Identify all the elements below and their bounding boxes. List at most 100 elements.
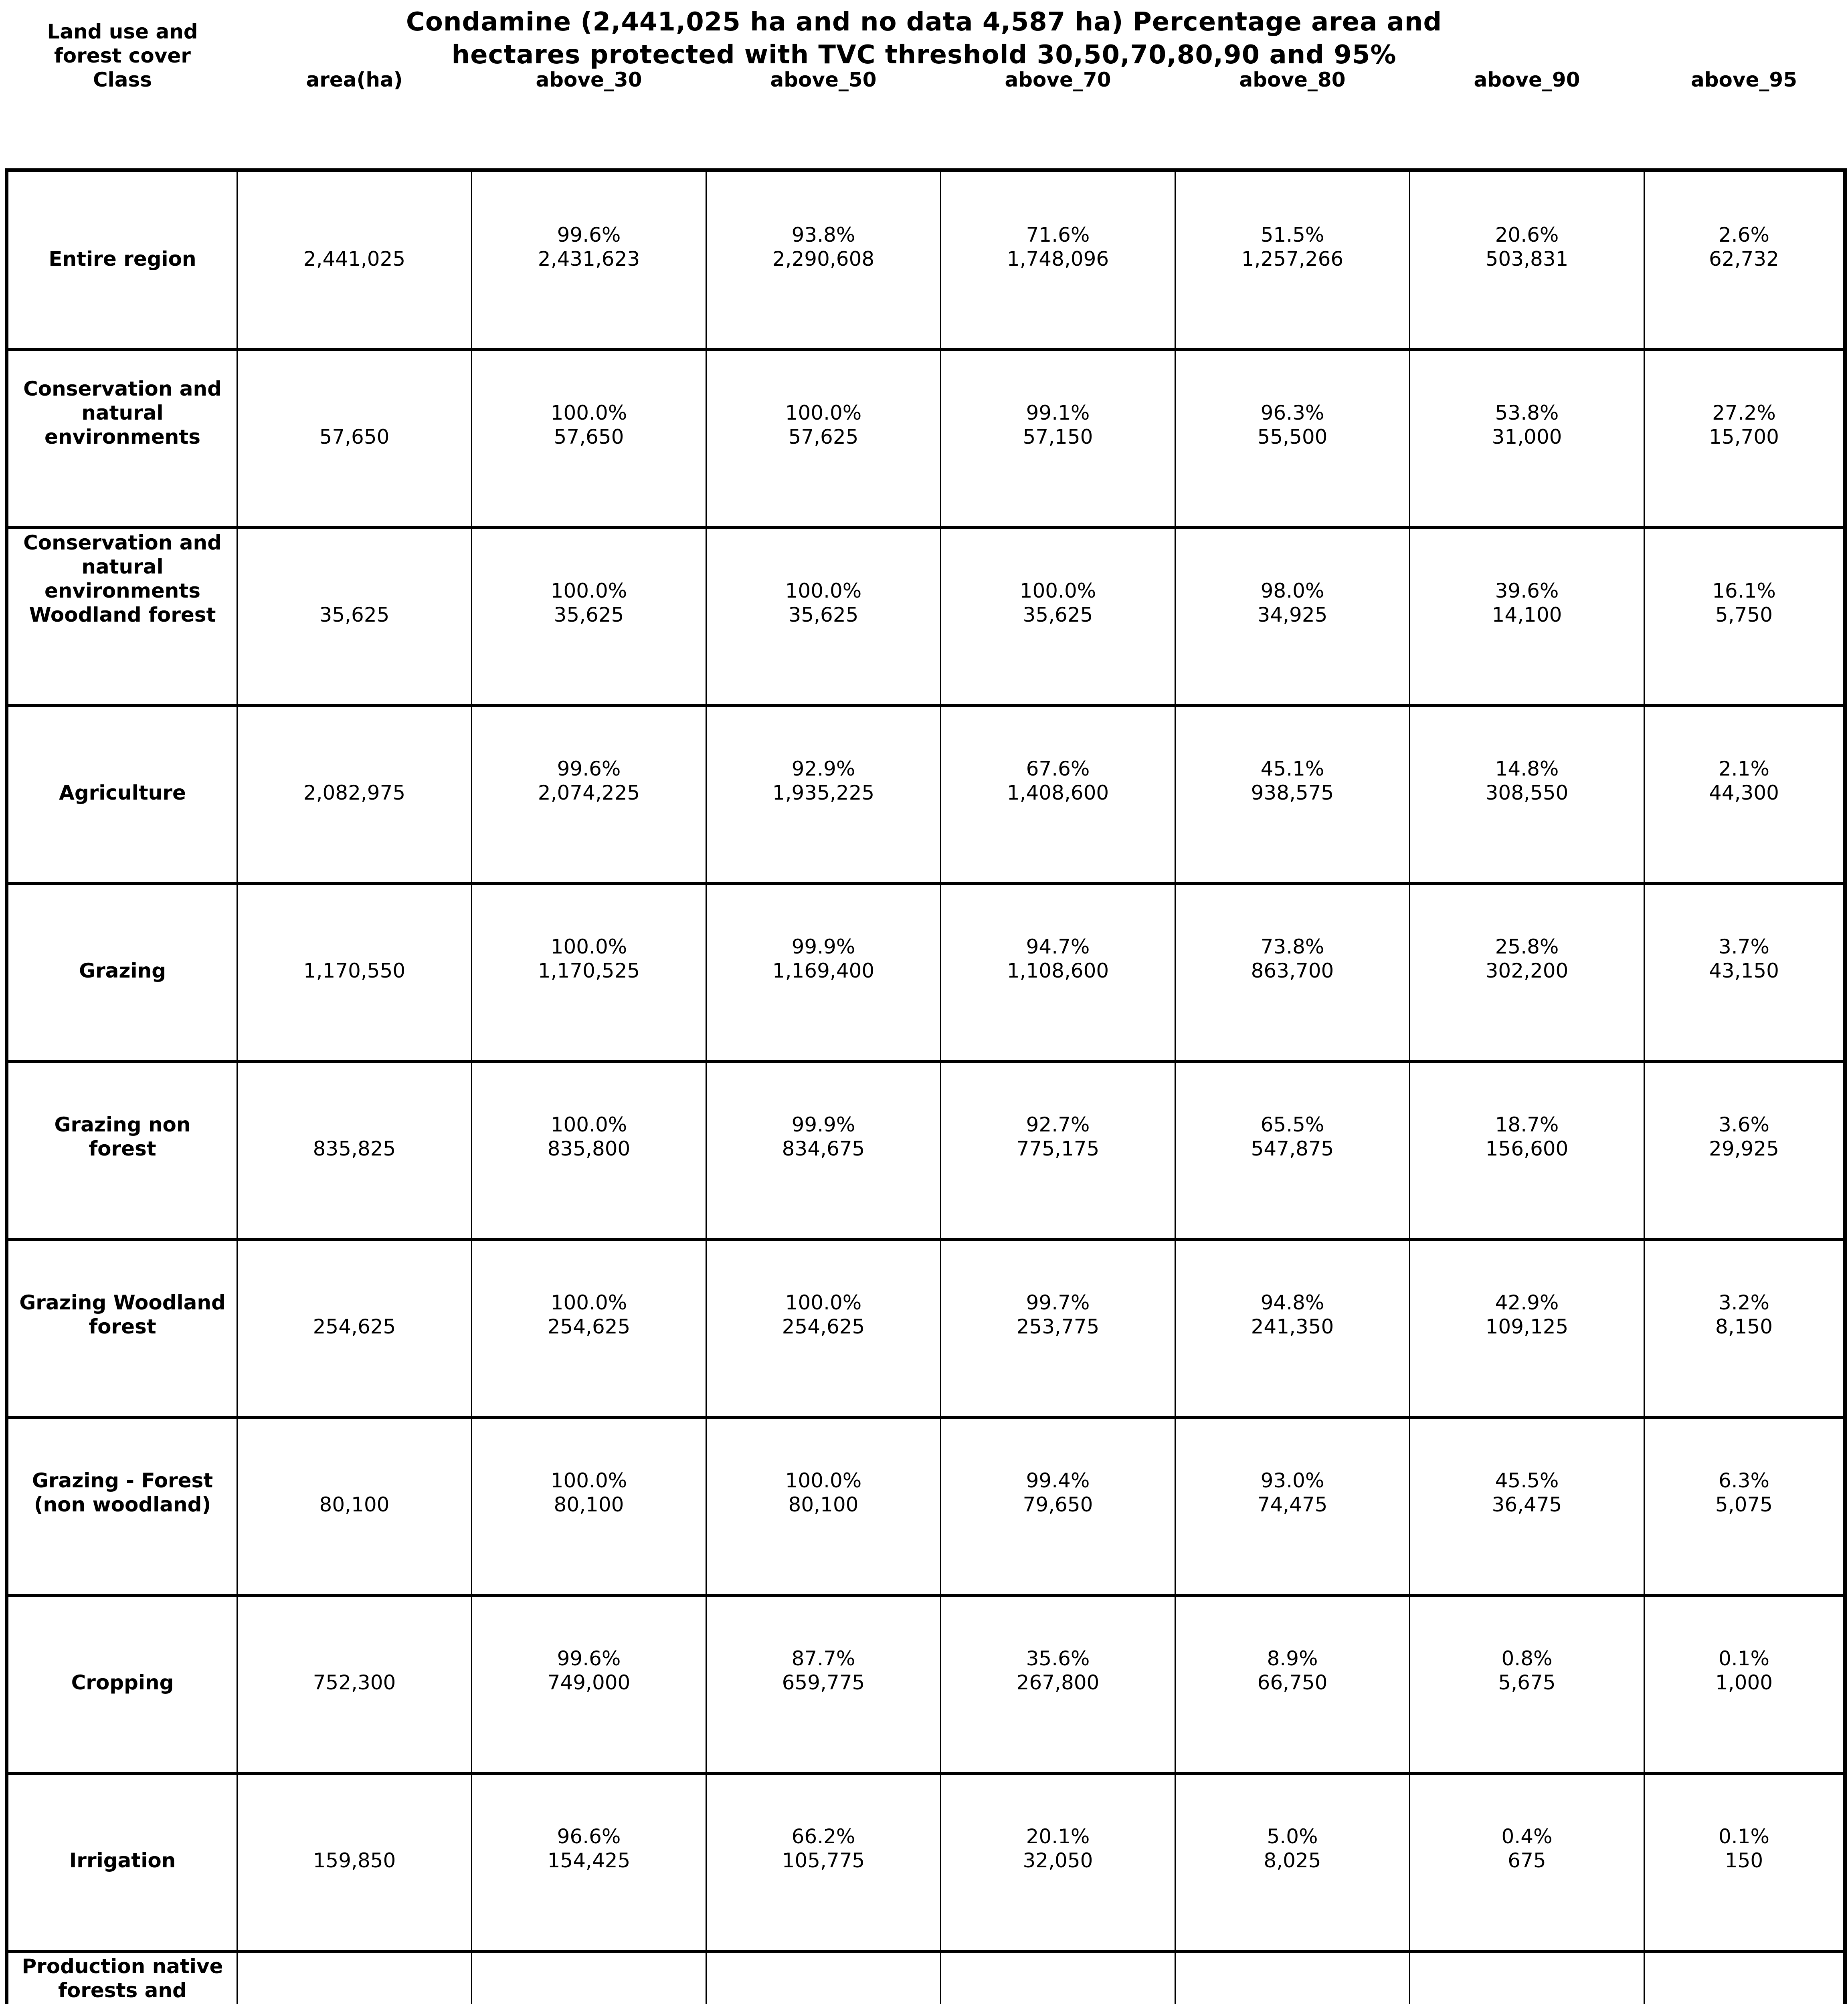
row-5-cell-1: 99.9% 834,675 — [706, 1113, 941, 1418]
row-9-cell-5-text: 0.1% 150 — [1718, 1825, 1770, 1872]
row-3-cell-5: 2.1% 44,300 — [1644, 757, 1845, 1062]
row-8-cell-4: 0.8% 5,675 — [1409, 1647, 1644, 1951]
row-7-cell-3-text: 93.0% 74,475 — [1257, 1469, 1328, 1516]
row-3-area: 2,082,975 — [237, 781, 472, 1062]
row-4-cell-1-text: 99.9% 1,169,400 — [772, 935, 875, 982]
row-5-cell-2: 92.7% 775,175 — [940, 1113, 1175, 1418]
row-5-cell-3: 65.5% 547,875 — [1175, 1113, 1410, 1418]
header-area: area(ha) — [237, 68, 472, 350]
row-7-label-text: Grazing - Forest (non woodland) — [32, 1469, 213, 1516]
row-9-cell-1: 66.2% 105,775 — [706, 1825, 941, 2004]
table-row-2: Conservation and natural environments Wo… — [6, 531, 1845, 884]
header-area-text: area(ha) — [306, 68, 403, 91]
row-9-cell-2-text: 20.1% 32,050 — [1023, 1825, 1093, 1872]
row-10-label-text: Production native forests and plantation… — [22, 1955, 223, 2004]
row-3-cell-0-text: 99.6% 2,074,225 — [538, 757, 640, 804]
table-row-7: Grazing - Forest (non woodland) 80,100 100… — [6, 1469, 1845, 1774]
table-header-row: Land use and forest cover Class area(ha) a… — [6, 20, 1845, 350]
header-above_30-text: above_30 — [536, 68, 642, 91]
row-0-cell-4: 20.6% 503,831 — [1409, 223, 1644, 528]
header-above_80-text: above_80 — [1239, 68, 1346, 91]
row-4-cell-5: 3.7% 43,150 — [1644, 935, 1845, 1240]
row-6-cell-4-text: 42.9% 109,125 — [1485, 1291, 1569, 1338]
row-5-label: Grazing non forest — [6, 1113, 237, 1418]
row-5-cell-4: 18.7% 156,600 — [1409, 1113, 1644, 1418]
row-7-cell-4: 45.5% 36,475 — [1409, 1469, 1644, 1774]
row-3-cell-3-text: 45.1% 938,575 — [1251, 757, 1334, 804]
row-8-cell-1-text: 87.7% 659,775 — [782, 1647, 865, 1694]
row-4-cell-5-text: 3.7% 43,150 — [1709, 935, 1779, 982]
row-1-cell-1-text: 100.0% 57,625 — [785, 401, 862, 448]
table-row-9: Irrigation 159,850 96.6% 154,425 66.2% 105,… — [6, 1825, 1845, 2004]
header-above_50-text: above_50 — [770, 68, 877, 91]
row-2-cell-5: 16.1% 5,750 — [1644, 579, 1845, 884]
row-0-cell-0: 99.6% 2,431,623 — [471, 223, 706, 528]
row-10-cell-1-text: 100.0% 232,050 — [707, 2002, 940, 2004]
row-0-cell-5-text: 2.6% 62,732 — [1709, 223, 1779, 271]
row-1-cell-3-text: 96.3% 55,500 — [1257, 401, 1328, 448]
row-7-cell-5-text: 6.3% 5,075 — [1715, 1469, 1773, 1516]
row-9-cell-3: 5.0% 8,025 — [1175, 1825, 1410, 2004]
row-6-label: Grazing Woodland forest — [6, 1291, 237, 1596]
row-8-cell-5-text: 0.1% 1,000 — [1715, 1647, 1773, 1694]
table-row-6: Grazing Woodland forest 254,625 100.0% 254… — [6, 1291, 1845, 1596]
row-5-cell-2-text: 92.7% 775,175 — [1016, 1113, 1100, 1160]
header-above_30: above_30 — [471, 68, 706, 350]
row-1-cell-2-text: 99.1% 57,150 — [1023, 401, 1093, 448]
row-8-cell-2: 35.6% 267,800 — [940, 1647, 1175, 1951]
row-7-cell-4-text: 45.5% 36,475 — [1492, 1469, 1562, 1516]
row-2-cell-0-text: 100.0% 35,625 — [550, 579, 627, 626]
row-6-cell-4: 42.9% 109,125 — [1409, 1291, 1644, 1596]
row-2-cell-4: 39.6% 14,100 — [1409, 579, 1644, 884]
row-1-cell-5: 27.2% 15,700 — [1644, 401, 1845, 706]
row-0-label: Entire region — [6, 247, 237, 528]
table-row-5: Grazing non forest 835,825 100.0% 835,800 9… — [6, 1113, 1845, 1418]
row-0-cell-3-text: 51.5% 1,257,266 — [1241, 223, 1344, 271]
row-0-area: 2,441,025 — [237, 247, 472, 528]
row-2-cell-3-text: 98.0% 34,925 — [1257, 579, 1328, 626]
row-9-cell-0: 96.6% 154,425 — [471, 1825, 706, 2004]
row-9-label-text: Irrigation — [69, 1849, 176, 1872]
row-3-label: Agriculture — [6, 781, 237, 1062]
row-2-cell-1: 100.0% 35,625 — [706, 579, 941, 884]
row-7-cell-0-text: 100.0% 80,100 — [550, 1469, 627, 1516]
row-9-cell-4-text: 0.4% 675 — [1501, 1825, 1553, 1872]
table-row-3: Agriculture 2,082,975 99.6% 2,074,225 92.9%… — [6, 757, 1845, 1062]
row-0-cell-0-text: 99.6% 2,431,623 — [538, 223, 640, 271]
header-above_70-text: above_70 — [1005, 68, 1111, 91]
row-2-cell-1-text: 100.0% 35,625 — [785, 579, 862, 626]
row-5-cell-5-text: 3.6% 29,925 — [1709, 1113, 1779, 1160]
row-8-cell-3: 8.9% 66,750 — [1175, 1647, 1410, 1951]
row-5-cell-4-text: 18.7% 156,600 — [1485, 1113, 1569, 1160]
page-title-line1: Condamine (2,441,025 ha and no data 4,58… — [406, 7, 1442, 37]
row-6-cell-5-text: 3.2% 8,150 — [1715, 1291, 1773, 1338]
row-7-cell-2: 99.4% 79,650 — [940, 1469, 1175, 1774]
row-7-cell-5: 6.3% 5,075 — [1644, 1469, 1845, 1774]
row-1-cell-2: 99.1% 57,150 — [940, 401, 1175, 706]
row-2-label-text: Conservation and natural environments Wo… — [23, 531, 222, 626]
row-7-area-text: 80,100 — [319, 1493, 390, 1516]
row-4-cell-0: 100.0% 1,170,525 — [471, 935, 706, 1240]
row-4-cell-3-text: 73.8% 863,700 — [1251, 935, 1334, 982]
row-2-cell-2: 100.0% 35,625 — [940, 579, 1175, 884]
row-3-cell-5-text: 2.1% 44,300 — [1709, 757, 1779, 804]
row-7-cell-1-text: 100.0% 80,100 — [785, 1469, 862, 1516]
row-3-cell-3: 45.1% 938,575 — [1175, 757, 1410, 1062]
header-above_80: above_80 — [1175, 68, 1410, 350]
row-5-cell-5: 3.6% 29,925 — [1644, 1113, 1845, 1418]
row-6-cell-2-text: 99.7% 253,775 — [1016, 1291, 1100, 1338]
row-0-cell-5: 2.6% 62,732 — [1644, 223, 1845, 528]
row-2-cell-5-text: 16.1% 5,750 — [1712, 579, 1776, 626]
row-6-area-text: 254,625 — [313, 1315, 396, 1338]
row-7-area: 80,100 — [237, 1493, 472, 1774]
row-0-cell-2-text: 71.6% 1,748,096 — [1007, 223, 1109, 271]
land-use-tvc-table: Land use and forest cover Class area(ha) a… — [5, 20, 1847, 2004]
header-above_70: above_70 — [940, 68, 1175, 350]
table-row-1: Conservation and natural environments 57,… — [6, 377, 1845, 706]
row-7-label: Grazing - Forest (non woodland) — [6, 1469, 237, 1774]
row-0-cell-1-text: 93.8% 2,290,608 — [772, 223, 875, 271]
row-9-cell-0-text: 96.6% 154,425 — [547, 1825, 631, 1872]
row-6-cell-3-text: 94.8% 241,350 — [1251, 1291, 1334, 1338]
row-5-cell-0: 100.0% 835,800 — [471, 1113, 706, 1418]
row-1-cell-1: 100.0% 57,625 — [706, 401, 941, 706]
